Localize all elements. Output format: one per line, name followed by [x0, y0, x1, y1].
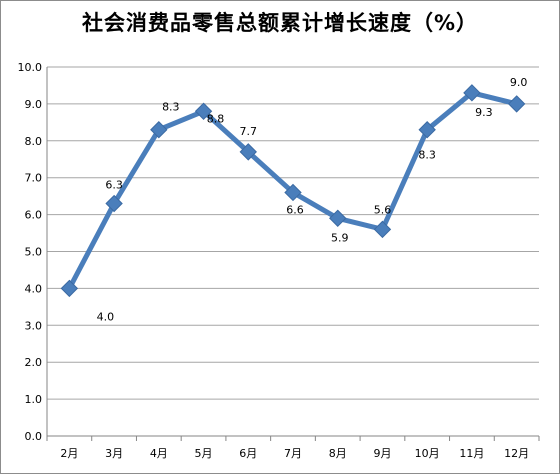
data-point [373, 220, 392, 239]
y-tick-label: 0.0 [25, 430, 43, 443]
data-point [329, 209, 347, 227]
data-point [150, 121, 168, 139]
data-label: 5.6 [374, 203, 392, 216]
data-label: 9.0 [510, 76, 528, 89]
x-tick-label: 3月 [105, 447, 123, 460]
x-tick-label: 8月 [329, 447, 347, 460]
x-tick-label: 5月 [195, 447, 213, 460]
data-label: 7.7 [240, 125, 258, 138]
x-tick-label: 12月 [504, 447, 529, 460]
x-tick-label: 6月 [239, 447, 257, 460]
data-point [105, 194, 123, 213]
y-tick-label: 3.0 [25, 319, 43, 332]
y-tick-label: 6.0 [25, 209, 43, 222]
y-tick-label: 8.0 [25, 135, 43, 148]
data-point [463, 84, 481, 102]
data-label: 6.3 [105, 179, 123, 192]
data-label: 8.3 [418, 149, 436, 162]
y-tick-label: 5.0 [25, 246, 43, 259]
data-label: 4.0 [97, 310, 115, 323]
x-tick-label: 4月 [150, 447, 168, 460]
data-point [507, 95, 526, 113]
data-point [284, 183, 302, 202]
y-tick-label: 1.0 [25, 393, 43, 406]
data-point [194, 102, 213, 120]
y-tick-label: 4.0 [25, 282, 43, 295]
data-label: 5.9 [331, 231, 349, 244]
data-point [418, 121, 436, 139]
x-tick-label: 10月 [415, 447, 440, 460]
x-tick-label: 7月 [284, 447, 302, 460]
x-tick-label: 11月 [459, 447, 484, 460]
data-label: 8.8 [207, 112, 225, 125]
chart-title: 社会消费品零售总额累计增长速度（%） [81, 11, 479, 35]
data-point [60, 279, 79, 298]
y-tick-label: 2.0 [25, 356, 43, 369]
y-tick-label: 10.0 [18, 61, 43, 74]
data-label: 6.6 [286, 203, 304, 216]
x-tick-label: 2月 [60, 447, 78, 460]
data-label: 9.3 [475, 106, 493, 119]
data-point [239, 143, 257, 161]
x-tick-label: 9月 [373, 447, 391, 460]
y-tick-label: 9.0 [25, 98, 43, 111]
y-tick-label: 7.0 [25, 172, 43, 185]
data-label: 8.3 [162, 101, 180, 114]
